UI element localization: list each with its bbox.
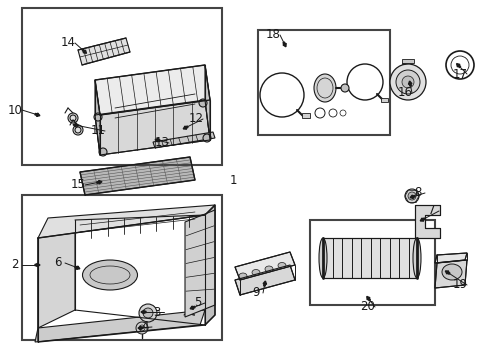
FancyArrow shape [35, 263, 40, 267]
Text: 19: 19 [452, 279, 467, 292]
Text: 18: 18 [266, 28, 280, 41]
Circle shape [341, 84, 349, 92]
Text: 8: 8 [415, 186, 422, 199]
Circle shape [136, 322, 148, 334]
FancyArrow shape [155, 139, 160, 142]
Ellipse shape [319, 238, 327, 278]
Text: 15: 15 [71, 179, 85, 192]
FancyArrow shape [97, 180, 102, 184]
Ellipse shape [252, 270, 260, 275]
Polygon shape [95, 80, 100, 155]
Text: 5: 5 [195, 297, 202, 310]
FancyArrow shape [141, 310, 146, 314]
Circle shape [390, 64, 426, 100]
Bar [302, 113, 310, 118]
Text: 9: 9 [252, 287, 260, 300]
Ellipse shape [314, 74, 336, 102]
Circle shape [408, 192, 416, 200]
Polygon shape [235, 252, 295, 280]
Text: 11: 11 [91, 125, 105, 138]
Circle shape [396, 70, 420, 94]
Bar [381, 98, 388, 102]
FancyArrow shape [73, 123, 78, 127]
Text: 14: 14 [60, 36, 75, 49]
FancyArrow shape [35, 113, 40, 116]
Text: 4: 4 [141, 320, 149, 333]
Circle shape [203, 134, 211, 142]
Polygon shape [78, 38, 130, 65]
FancyArrow shape [75, 266, 80, 269]
Text: 3: 3 [153, 306, 161, 319]
Text: 10: 10 [7, 104, 23, 117]
Bar [22, 8, 222, 165]
FancyArrow shape [420, 218, 425, 221]
Circle shape [139, 304, 157, 322]
Text: 13: 13 [154, 136, 170, 149]
Circle shape [73, 125, 83, 135]
Circle shape [94, 113, 102, 121]
Circle shape [143, 308, 153, 318]
FancyArrow shape [457, 64, 461, 68]
FancyArrow shape [263, 281, 267, 286]
Ellipse shape [278, 262, 286, 269]
Polygon shape [323, 238, 417, 278]
Circle shape [99, 148, 107, 156]
Ellipse shape [82, 260, 138, 290]
Bar [22, 195, 222, 340]
FancyArrow shape [183, 126, 188, 129]
FancyArrow shape [367, 296, 370, 301]
Circle shape [405, 189, 419, 203]
Polygon shape [153, 132, 215, 148]
Text: 16: 16 [397, 86, 413, 99]
FancyArrow shape [190, 306, 195, 309]
Text: 2: 2 [11, 258, 19, 271]
Polygon shape [185, 210, 215, 317]
FancyArrow shape [138, 326, 143, 330]
Polygon shape [35, 310, 205, 342]
Polygon shape [235, 265, 295, 295]
Ellipse shape [239, 273, 247, 279]
Polygon shape [435, 253, 467, 263]
Text: 1: 1 [229, 174, 237, 186]
Text: 20: 20 [361, 301, 375, 314]
Circle shape [199, 99, 207, 107]
Polygon shape [95, 65, 210, 115]
Polygon shape [205, 65, 210, 140]
FancyArrow shape [410, 195, 415, 198]
Polygon shape [95, 100, 210, 155]
Polygon shape [435, 260, 467, 288]
FancyArrow shape [82, 49, 87, 53]
Circle shape [402, 76, 414, 88]
Polygon shape [415, 205, 440, 238]
Bar [258, 30, 390, 135]
FancyArrow shape [409, 81, 412, 86]
Ellipse shape [265, 266, 273, 272]
Bar [310, 220, 435, 305]
FancyArrow shape [283, 42, 286, 47]
Circle shape [68, 113, 78, 123]
Text: 6: 6 [54, 256, 62, 270]
Polygon shape [80, 157, 195, 195]
Text: 7: 7 [428, 204, 436, 217]
Text: 17: 17 [452, 68, 467, 81]
Polygon shape [38, 220, 75, 328]
Polygon shape [205, 205, 215, 325]
Polygon shape [38, 205, 215, 238]
Bar [402, 59, 414, 63]
FancyArrow shape [445, 271, 450, 274]
Ellipse shape [442, 264, 462, 280]
Text: 12: 12 [189, 112, 203, 126]
Ellipse shape [413, 238, 421, 278]
